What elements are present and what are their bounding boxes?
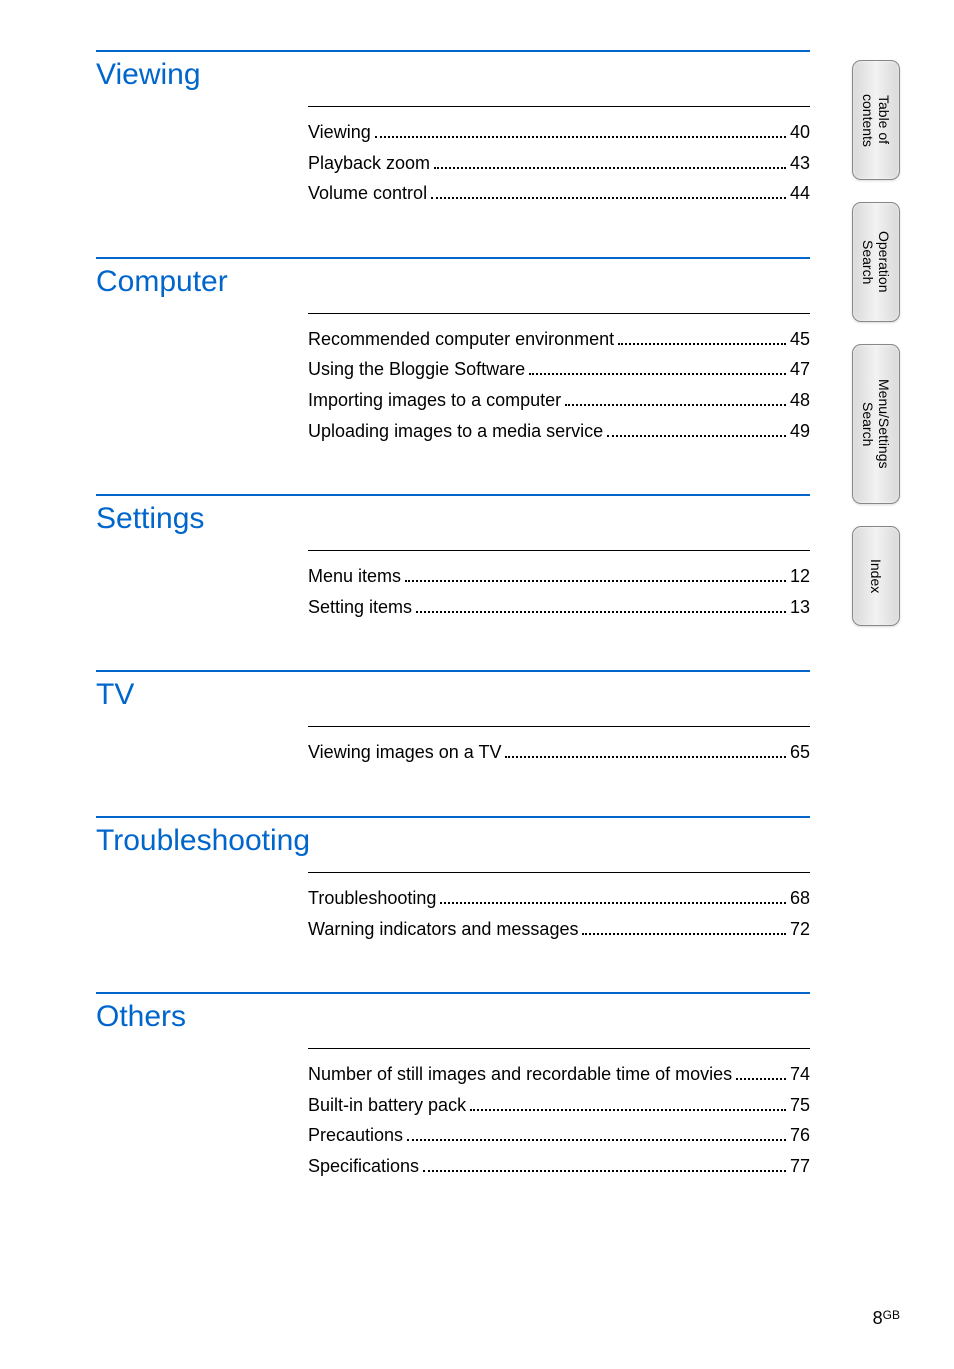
section-computer: Computer Recommended computer environmen… [96, 257, 810, 446]
toc-entry[interactable]: Specifications 77 [308, 1151, 810, 1182]
tab-menu-settings-search[interactable]: Menu/SettingsSearch [852, 344, 900, 504]
toc-leader-dots [470, 1095, 786, 1111]
toc-leader-dots [440, 888, 786, 904]
toc-leader-dots [607, 420, 786, 436]
toc-leader-dots [407, 1125, 786, 1141]
toc-list: Recommended computer environment 45 Usin… [308, 313, 810, 446]
toc-list: Menu items 12 Setting items 13 [308, 550, 810, 622]
toc-entry-label: Menu items [308, 561, 401, 592]
toc-leader-dots [423, 1156, 786, 1172]
toc-entry-page: 48 [790, 385, 810, 416]
toc-entry[interactable]: Uploading images to a media service 49 [308, 416, 810, 447]
toc-entry[interactable]: Recommended computer environment 45 [308, 324, 810, 355]
page-number-value: 8 [873, 1308, 883, 1328]
toc-entry-page: 40 [790, 117, 810, 148]
section-viewing: Viewing Viewing 40 Playback zoom 43 Volu… [96, 50, 810, 209]
toc-entry-page: 47 [790, 354, 810, 385]
toc-leader-dots [375, 122, 786, 138]
toc-list: Viewing 40 Playback zoom 43 Volume contr… [308, 106, 810, 209]
toc-entry-label: Volume control [308, 178, 427, 209]
toc-entry[interactable]: Warning indicators and messages 72 [308, 914, 810, 945]
section-settings: Settings Menu items 12 Setting items 13 [96, 494, 810, 622]
toc-entry-page: 45 [790, 324, 810, 355]
toc-entry-label: Precautions [308, 1120, 403, 1151]
toc-entry-label: Uploading images to a media service [308, 416, 603, 447]
toc-entry-page: 43 [790, 148, 810, 179]
section-tv: TV Viewing images on a TV 65 [96, 670, 810, 768]
toc-entry-page: 68 [790, 883, 810, 914]
toc-entry[interactable]: Importing images to a computer 48 [308, 385, 810, 416]
toc-list: Number of still images and recordable ti… [308, 1048, 810, 1181]
toc-entry-page: 49 [790, 416, 810, 447]
toc-entry[interactable]: Troubleshooting 68 [308, 883, 810, 914]
toc-entry[interactable]: Playback zoom 43 [308, 148, 810, 179]
content-area: Viewing Viewing 40 Playback zoom 43 Volu… [96, 50, 810, 1230]
toc-entry-label: Recommended computer environment [308, 324, 614, 355]
section-title: Computer [96, 257, 810, 299]
section-others: Others Number of still images and record… [96, 992, 810, 1181]
toc-entry-page: 74 [790, 1059, 810, 1090]
toc-leader-dots [565, 390, 786, 406]
toc-entry[interactable]: Built-in battery pack 75 [308, 1090, 810, 1121]
section-title: TV [96, 670, 810, 712]
toc-entry-label: Viewing images on a TV [308, 737, 501, 768]
toc-entry-page: 76 [790, 1120, 810, 1151]
toc-entry-page: 44 [790, 178, 810, 209]
toc-leader-dots [582, 918, 786, 934]
toc-entry-page: 77 [790, 1151, 810, 1182]
toc-leader-dots [618, 329, 786, 345]
toc-entry[interactable]: Setting items 13 [308, 592, 810, 623]
toc-entry-label: Specifications [308, 1151, 419, 1182]
toc-leader-dots [416, 597, 786, 613]
tab-index[interactable]: Index [852, 526, 900, 626]
toc-entry-label: Troubleshooting [308, 883, 436, 914]
toc-entry[interactable]: Menu items 12 [308, 561, 810, 592]
toc-entry-page: 13 [790, 592, 810, 623]
toc-entry-page: 72 [790, 914, 810, 945]
toc-leader-dots [431, 183, 786, 199]
toc-entry[interactable]: Number of still images and recordable ti… [308, 1059, 810, 1090]
toc-leader-dots [736, 1064, 786, 1080]
toc-leader-dots [505, 742, 786, 758]
section-troubleshooting: Troubleshooting Troubleshooting 68 Warni… [96, 816, 810, 944]
section-title: Settings [96, 494, 810, 536]
section-title: Troubleshooting [96, 816, 810, 858]
toc-entry[interactable]: Precautions 76 [308, 1120, 810, 1151]
page-number: 8GB [873, 1308, 900, 1329]
toc-entry-label: Viewing [308, 117, 371, 148]
toc-list: Viewing images on a TV 65 [308, 726, 810, 768]
toc-entry-label: Importing images to a computer [308, 385, 561, 416]
toc-entry[interactable]: Viewing images on a TV 65 [308, 737, 810, 768]
toc-entry-page: 12 [790, 561, 810, 592]
toc-entry-label: Using the Bloggie Software [308, 354, 525, 385]
tab-operation-search[interactable]: OperationSearch [852, 202, 900, 322]
toc-entry-label: Setting items [308, 592, 412, 623]
toc-entry-label: Number of still images and recordable ti… [308, 1059, 732, 1090]
toc-leader-dots [529, 359, 786, 375]
toc-entry-page: 65 [790, 737, 810, 768]
section-title: Viewing [96, 50, 810, 92]
section-title: Others [96, 992, 810, 1034]
toc-entry-label: Warning indicators and messages [308, 914, 578, 945]
toc-list: Troubleshooting 68 Warning indicators an… [308, 872, 810, 944]
toc-entry-page: 75 [790, 1090, 810, 1121]
toc-entry-label: Playback zoom [308, 148, 430, 179]
toc-leader-dots [405, 566, 786, 582]
toc-entry-label: Built-in battery pack [308, 1090, 466, 1121]
toc-entry[interactable]: Viewing 40 [308, 117, 810, 148]
tab-table-of-contents[interactable]: Table ofcontents [852, 60, 900, 180]
page-number-suffix: GB [883, 1308, 900, 1322]
toc-leader-dots [434, 152, 786, 168]
side-tabs: Table ofcontents OperationSearch Menu/Se… [852, 60, 900, 626]
toc-entry[interactable]: Volume control 44 [308, 178, 810, 209]
toc-entry[interactable]: Using the Bloggie Software 47 [308, 354, 810, 385]
